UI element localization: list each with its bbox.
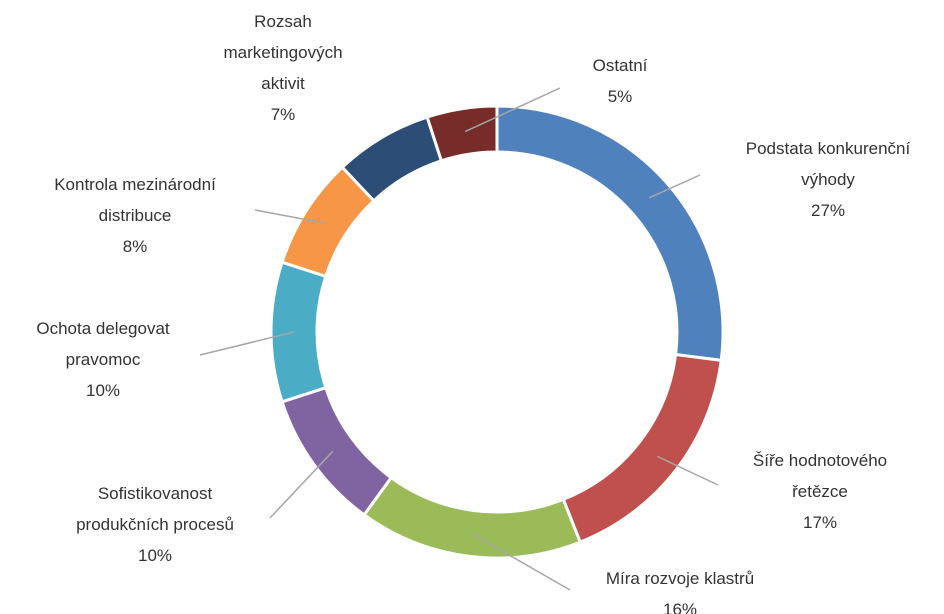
category-label: Podstata konkurenční výhody — [745, 139, 911, 189]
donut-segment — [269, 260, 328, 404]
donut-segment — [362, 475, 583, 560]
donut-segment — [425, 104, 499, 163]
category-label: Šíře hodnotového řetězce — [752, 451, 888, 501]
leader-line — [254, 209, 326, 224]
category-label: Sofistikovanost produkčních procesů — [76, 484, 234, 534]
data-label: Míra rozvoje klastrů 16% — [520, 563, 840, 614]
leader-line — [471, 532, 571, 591]
data-label: Sofistikovanost produkčních procesů 10% — [0, 478, 315, 571]
value-label: 10% — [85, 381, 121, 400]
value-label: 8% — [122, 237, 148, 256]
category-label: Míra rozvoje klastrů — [605, 569, 755, 588]
data-label: Šíře hodnotového řetězce 17% — [660, 445, 944, 538]
data-label: Ostatní 5% — [460, 50, 780, 112]
leader-line — [464, 87, 561, 133]
category-label: Ochota delegovat pravomoc — [36, 319, 170, 369]
leader-line — [657, 455, 719, 486]
value-label: 27% — [810, 201, 846, 220]
category-label: Ostatní — [592, 56, 648, 75]
category-label: Kontrola mezinárodní distribuce — [54, 175, 216, 225]
leader-line — [648, 174, 701, 199]
value-label: 10% — [137, 546, 173, 565]
data-label: Ochota delegovat pravomoc 10% — [0, 313, 263, 406]
leader-line — [199, 331, 295, 356]
value-label: 5% — [607, 87, 633, 106]
data-label: Kontrola mezinárodní distribuce 8% — [0, 169, 295, 262]
data-label: Podstata konkurenční výhody 27% — [668, 133, 944, 226]
leader-line — [269, 450, 334, 519]
value-label: 16% — [662, 600, 698, 614]
data-label: Rozsah marketingových aktivit 7% — [123, 6, 443, 130]
value-label: 7% — [270, 105, 296, 124]
value-label: 17% — [802, 513, 838, 532]
category-label: Rozsah marketingových aktivit — [223, 12, 343, 93]
